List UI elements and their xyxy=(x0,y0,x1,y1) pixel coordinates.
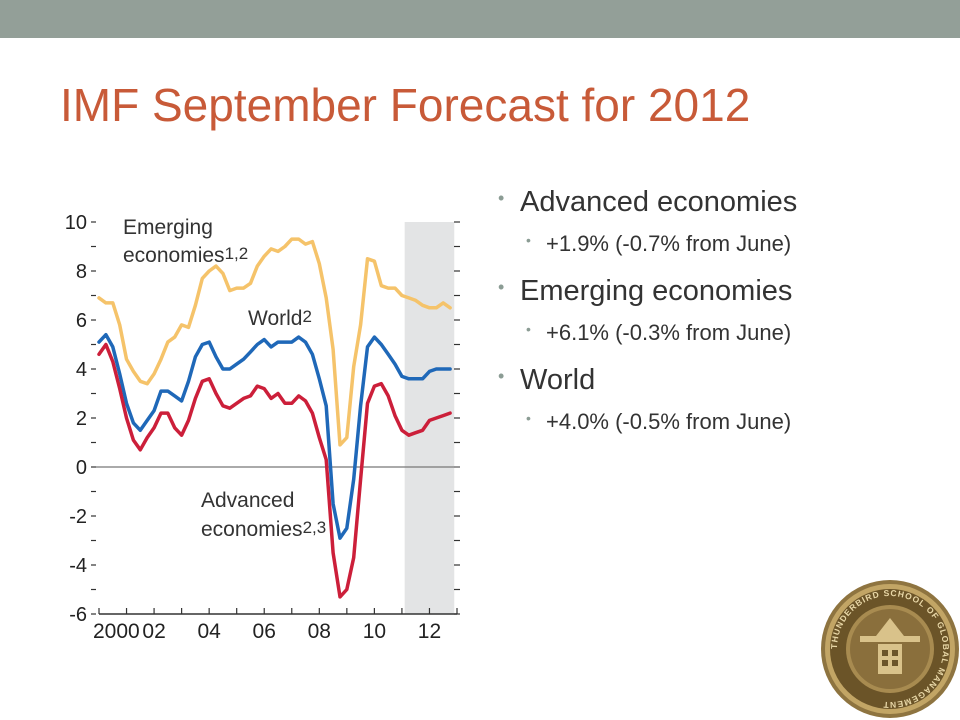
top-accent-bar xyxy=(0,0,960,38)
y-tick-label: 4 xyxy=(76,359,87,381)
series-line-emerging-economies xyxy=(97,237,452,447)
x-tick-label: 04 xyxy=(197,620,221,643)
series-line-advanced-economies xyxy=(97,342,452,599)
series-label-superscript: 2,3 xyxy=(303,518,327,537)
x-tick-label: 2000 xyxy=(93,620,140,643)
bullet-advanced-economies: Advanced economies xyxy=(498,186,797,219)
series-label-superscript: 1,2 xyxy=(225,244,249,263)
bullet-world-detail: +4.0% (-0.5% from June) xyxy=(498,409,797,435)
series-label: Emerging economies1,2 xyxy=(123,216,248,267)
y-tick-label: -6 xyxy=(69,604,87,626)
x-tick-label: 02 xyxy=(142,620,165,643)
series-label-line: World xyxy=(248,307,302,330)
bullet-list: Advanced economies +1.9% (-0.7% from Jun… xyxy=(498,186,797,453)
thunderbird-seal-icon: THUNDERBIRD SCHOOL OF GLOBAL MANAGEMENT xyxy=(820,578,960,720)
growth-line-chart: Emerging economies1,2 World2 Advanced econom… xyxy=(50,200,470,650)
y-tick-label: 6 xyxy=(76,310,87,332)
x-tick-label: 08 xyxy=(308,620,331,643)
bullet-emerging-economies-detail: +6.1% (-0.3% from June) xyxy=(498,320,797,346)
series-label-line: Emerging xyxy=(123,216,213,239)
series-label-superscript: 2 xyxy=(302,307,311,326)
x-tick-label: 12 xyxy=(418,620,441,643)
x-tick-label: 10 xyxy=(363,620,386,643)
y-tick-label: -2 xyxy=(69,506,87,528)
bullet-world: World xyxy=(498,364,797,397)
bullet-emerging-economies: Emerging economies xyxy=(498,275,797,308)
series-label-line: Advanced xyxy=(201,489,294,512)
series-label: World2 xyxy=(248,307,312,330)
bullet-advanced-economies-detail: +1.9% (-0.7% from June) xyxy=(498,231,797,257)
series-label-line: economies xyxy=(201,518,303,541)
y-tick-label: -4 xyxy=(69,555,87,577)
x-tick-label: 06 xyxy=(253,620,276,643)
y-tick-label: 10 xyxy=(65,212,87,234)
y-tick-label: 2 xyxy=(76,408,87,430)
forecast-shade xyxy=(404,222,455,614)
y-tick-label: 8 xyxy=(76,261,87,283)
series-line-world xyxy=(97,332,452,540)
series-label: Advanced economies2,3 xyxy=(201,489,326,541)
y-tick-label: 0 xyxy=(76,457,87,479)
slide-title: IMF September Forecast for 2012 xyxy=(60,79,751,131)
series-label-line: economies xyxy=(123,244,225,267)
